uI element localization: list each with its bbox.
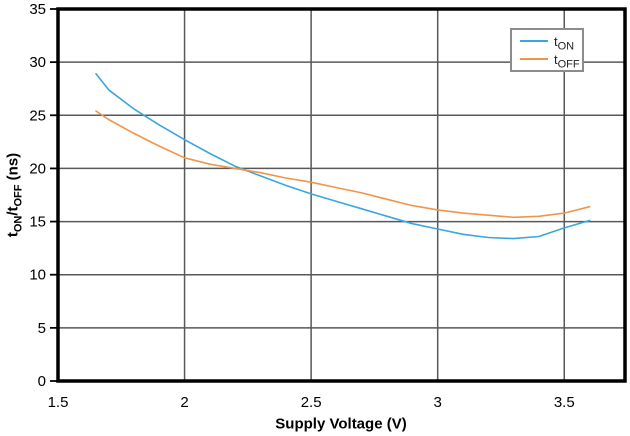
y-tick-label: 0: [38, 373, 46, 390]
series-layer: [95, 73, 591, 240]
x-axis-title: Supply Voltage (V): [275, 416, 406, 433]
y-tick-label: 10: [29, 267, 46, 284]
legend: tON tOFF: [510, 28, 584, 72]
y-axis-title-sub: ON: [12, 215, 25, 233]
legend-item-toff: tOFF: [520, 51, 582, 71]
y-axis-title-text: t: [4, 232, 22, 238]
y-axis-title-sub: OFF: [12, 184, 25, 207]
x-tick-label: 1.5: [48, 394, 69, 411]
y-axis-title: tON/tOFF (ns): [4, 152, 25, 238]
y-tick-label: 5: [38, 320, 46, 337]
y-tick-label: 25: [29, 107, 46, 124]
series-line-tON: [95, 73, 591, 240]
tick-layer: 0 5 10 15 20 25 30 35 1.5 2 2.5 3 3.5: [29, 1, 574, 411]
legend-item-ton: tON: [520, 33, 582, 53]
x-tick-label: 2.5: [301, 394, 322, 411]
y-axis-title-text: /t: [4, 206, 22, 216]
y-axis-title-text: (ns): [4, 152, 22, 185]
legend-label-ton: tON: [554, 33, 575, 53]
plot-border: [56, 7, 627, 383]
x-axis-title-text: Supply Voltage (V): [275, 415, 407, 433]
legend-label-toff: tOFF: [554, 51, 580, 71]
x-tick-label: 3: [434, 394, 442, 411]
y-tick-label: 35: [29, 1, 46, 18]
y-tick-label: 15: [29, 214, 46, 231]
x-tick-label: 2: [180, 394, 188, 411]
x-tick-label: 3.5: [554, 394, 575, 411]
legend-line-sample-toff: [520, 58, 548, 60]
y-tick-label: 30: [29, 54, 46, 71]
legend-line-sample-ton: [520, 40, 548, 42]
y-tick-label: 20: [29, 160, 46, 177]
series-line-tOFF: [95, 110, 591, 219]
